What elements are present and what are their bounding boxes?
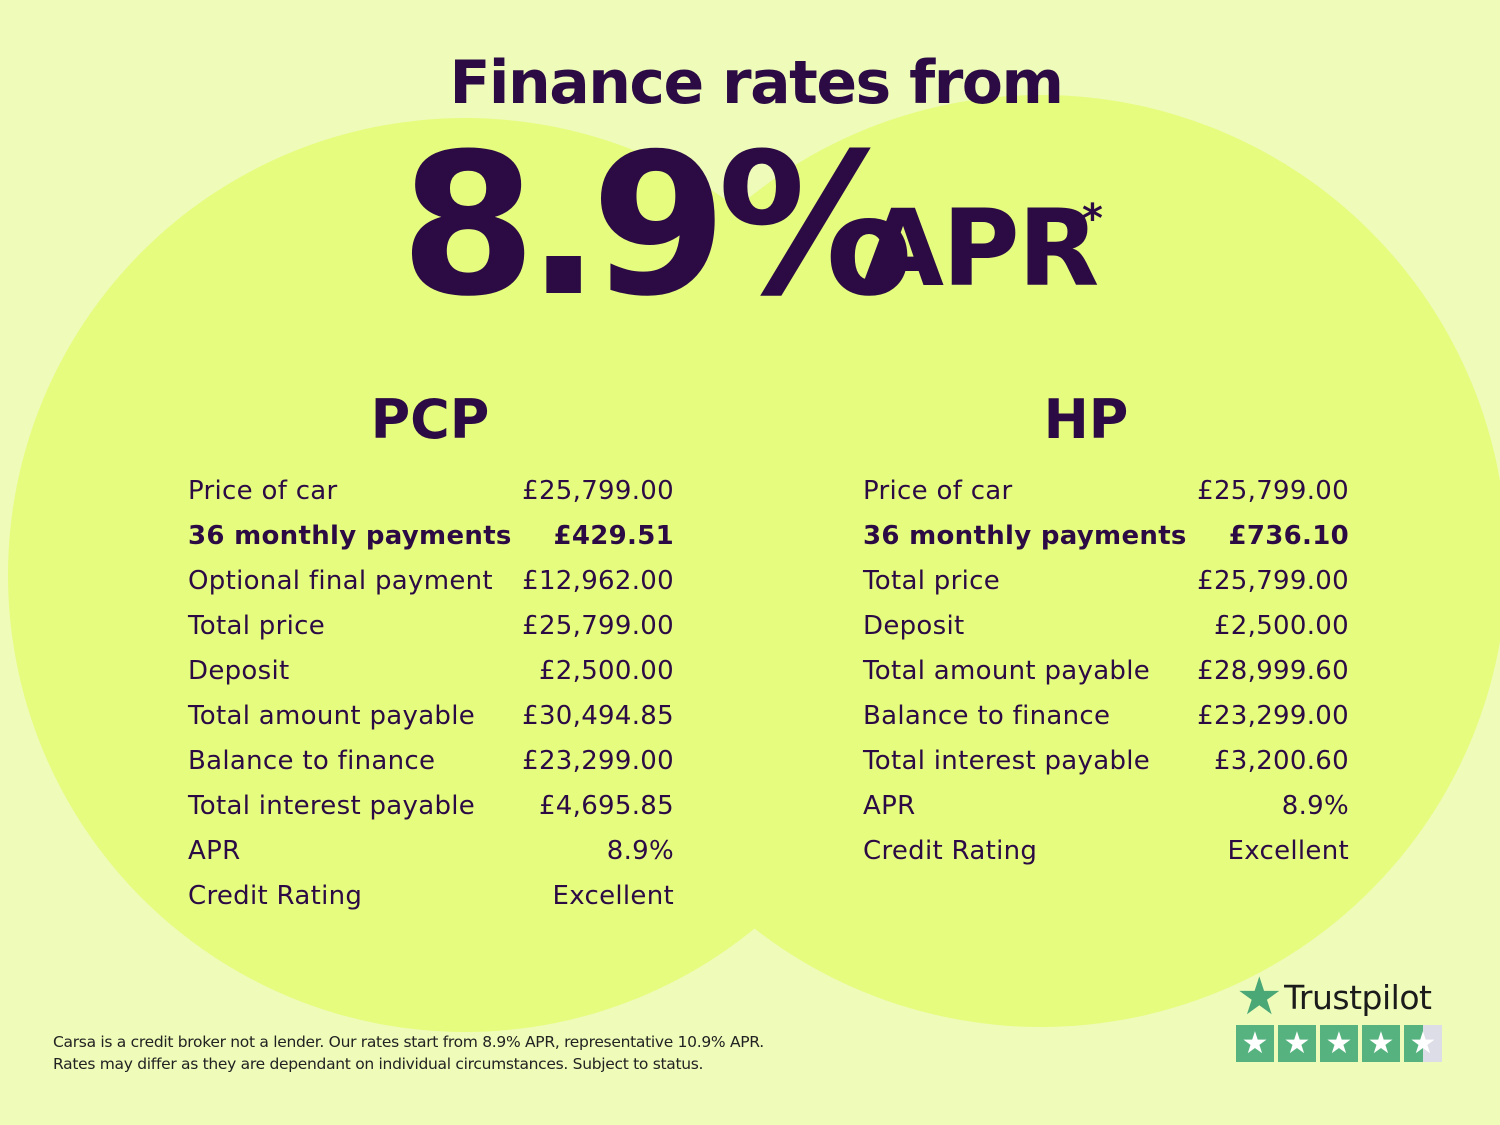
disclaimer: Carsa is a credit broker not a lender. O…	[53, 1031, 764, 1075]
row-value: £4,695.85	[538, 791, 674, 821]
table-row: Balance to finance £23,299.00	[863, 697, 1349, 742]
row-value: £25,799.00	[1197, 476, 1349, 506]
row-label: Credit Rating	[863, 836, 1038, 866]
row-label: Balance to finance	[188, 746, 436, 776]
table-row: Total interest payable £3,200.60	[863, 742, 1349, 787]
row-label: APR	[863, 791, 916, 821]
asterisk: *	[1082, 196, 1103, 242]
table-row: Total price £25,799.00	[863, 562, 1349, 607]
star-icon: ★	[1236, 1025, 1274, 1062]
hp-title: HP	[1043, 388, 1129, 451]
headline: Finance rates from	[449, 48, 1064, 118]
star-icon: ★	[1362, 1025, 1400, 1062]
row-label: Price of car	[188, 476, 338, 506]
row-value: Excellent	[552, 881, 674, 911]
trustpilot-badge: ★ Trustpilot ★ ★ ★ ★ ★	[1236, 967, 1446, 1062]
table-row: Price of car £25,799.00	[188, 472, 674, 517]
background-circle-right	[575, 95, 1500, 1027]
rate-suffix: APR	[862, 187, 1099, 310]
table-row: Optional final payment £12,962.00	[188, 562, 674, 607]
trustpilot-name: Trustpilot	[1284, 977, 1432, 1017]
row-label: Total amount payable	[188, 701, 476, 731]
trustpilot-star-icon: ★	[1236, 967, 1283, 1027]
row-label: 36 monthly payments	[863, 521, 1187, 551]
row-value: £30,494.85	[522, 701, 674, 731]
row-value: £23,299.00	[1197, 701, 1349, 731]
table-row: Total amount payable £28,999.60	[863, 652, 1349, 697]
table-row: APR 8.9%	[188, 832, 674, 877]
table-row: Credit Rating Excellent	[863, 832, 1349, 877]
row-value: £736.10	[1228, 521, 1349, 551]
row-label: Total interest payable	[863, 746, 1151, 776]
row-label: Price of car	[863, 476, 1013, 506]
row-value: £12,962.00	[522, 566, 674, 596]
row-label: Deposit	[863, 611, 965, 641]
row-value: £429.51	[553, 521, 674, 551]
table-row: 36 monthly payments £736.10	[863, 517, 1349, 562]
hp-table: Price of car £25,799.00 36 monthly payment…	[863, 472, 1349, 877]
row-value: £2,500.00	[1213, 611, 1349, 641]
row-label: Deposit	[188, 656, 290, 686]
table-row: Total interest payable £4,695.85	[188, 787, 674, 832]
row-label: Total interest payable	[188, 791, 476, 821]
trustpilot-rating: ★ ★ ★ ★ ★	[1236, 1025, 1446, 1062]
row-label: Total amount payable	[863, 656, 1151, 686]
row-value: 8.9%	[606, 836, 674, 866]
disclaimer-line: Rates may differ as they are dependant o…	[53, 1055, 704, 1073]
table-row: Price of car £25,799.00	[863, 472, 1349, 517]
row-value: £28,999.60	[1197, 656, 1349, 686]
table-row: Balance to finance £23,299.00	[188, 742, 674, 787]
row-label: Total price	[863, 566, 1000, 596]
row-value: £23,299.00	[522, 746, 674, 776]
row-label: 36 monthly payments	[188, 521, 512, 551]
table-row: 36 monthly payments £429.51	[188, 517, 674, 562]
table-row: Total amount payable £30,494.85	[188, 697, 674, 742]
pcp-table: Price of car £25,799.00 36 monthly payment…	[188, 472, 674, 922]
table-row: APR 8.9%	[863, 787, 1349, 832]
row-label: Credit Rating	[188, 881, 363, 911]
row-label: Total price	[188, 611, 325, 641]
star-icon: ★	[1404, 1025, 1442, 1062]
disclaimer-line: Carsa is a credit broker not a lender. O…	[53, 1033, 764, 1051]
row-value: 8.9%	[1281, 791, 1349, 821]
row-value: Excellent	[1227, 836, 1349, 866]
trustpilot-logo: ★ Trustpilot	[1236, 967, 1446, 1027]
table-row: Deposit £2,500.00	[188, 652, 674, 697]
row-value: £25,799.00	[522, 476, 674, 506]
row-value: £2,500.00	[538, 656, 674, 686]
star-icon: ★	[1278, 1025, 1316, 1062]
rate-value: 8.9%	[400, 112, 914, 340]
table-row: Total price £25,799.00	[188, 607, 674, 652]
table-row: Deposit £2,500.00	[863, 607, 1349, 652]
row-label: APR	[188, 836, 241, 866]
row-label: Balance to finance	[863, 701, 1111, 731]
table-row: Credit Rating Excellent	[188, 877, 674, 922]
star-icon: ★	[1320, 1025, 1358, 1062]
row-label: Optional final payment	[188, 566, 493, 596]
pcp-title: PCP	[370, 388, 490, 451]
row-value: £25,799.00	[522, 611, 674, 641]
row-value: £25,799.00	[1197, 566, 1349, 596]
row-value: £3,200.60	[1213, 746, 1349, 776]
